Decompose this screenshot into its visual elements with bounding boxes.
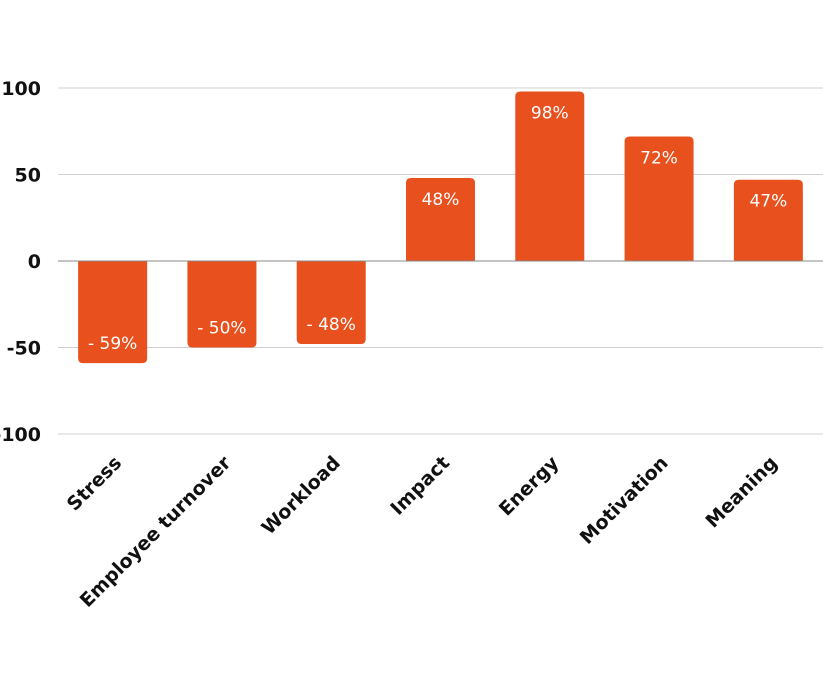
data-label-workload: - 48%	[307, 315, 356, 335]
bar-meaning	[733, 179, 803, 261]
data-label-energy: 98%	[531, 103, 569, 123]
bars	[78, 91, 803, 364]
gridlines	[58, 87, 823, 435]
bar-workload	[296, 261, 366, 345]
x-category-label-meaning: Meaning	[701, 452, 781, 532]
bar-impact	[406, 177, 475, 261]
data-label-motivation: 72%	[640, 148, 678, 168]
bar-stress	[78, 261, 148, 364]
y-tick-label: 0	[28, 251, 41, 273]
x-category-label-stress: Stress	[63, 452, 126, 515]
bar-energy	[515, 91, 585, 262]
y-tick-label: -50	[7, 338, 41, 360]
y-tick-label: 100	[1, 78, 41, 100]
y-tick-label: -100	[0, 424, 41, 446]
x-category-label-motivation: Motivation	[576, 452, 673, 549]
y-tick-label: 50	[15, 165, 41, 187]
x-category-label-impact: Impact	[386, 452, 454, 520]
data-labels: - 59% - 50% - 48% 48% 98% 72% 47%	[88, 103, 787, 354]
bar-motivation	[624, 136, 694, 261]
data-label-stress: - 59%	[88, 334, 137, 354]
bar-employee-turnover	[187, 261, 257, 348]
x-category-label-energy: Energy	[495, 452, 564, 521]
data-label-impact: 48%	[422, 190, 460, 210]
data-label-meaning: 47%	[749, 192, 787, 212]
data-label-employee-turnover: - 50%	[197, 319, 246, 339]
x-category-label-workload: Workload	[258, 452, 345, 539]
y-axis-ticks: 100 50 0 -50 -100	[0, 78, 41, 446]
